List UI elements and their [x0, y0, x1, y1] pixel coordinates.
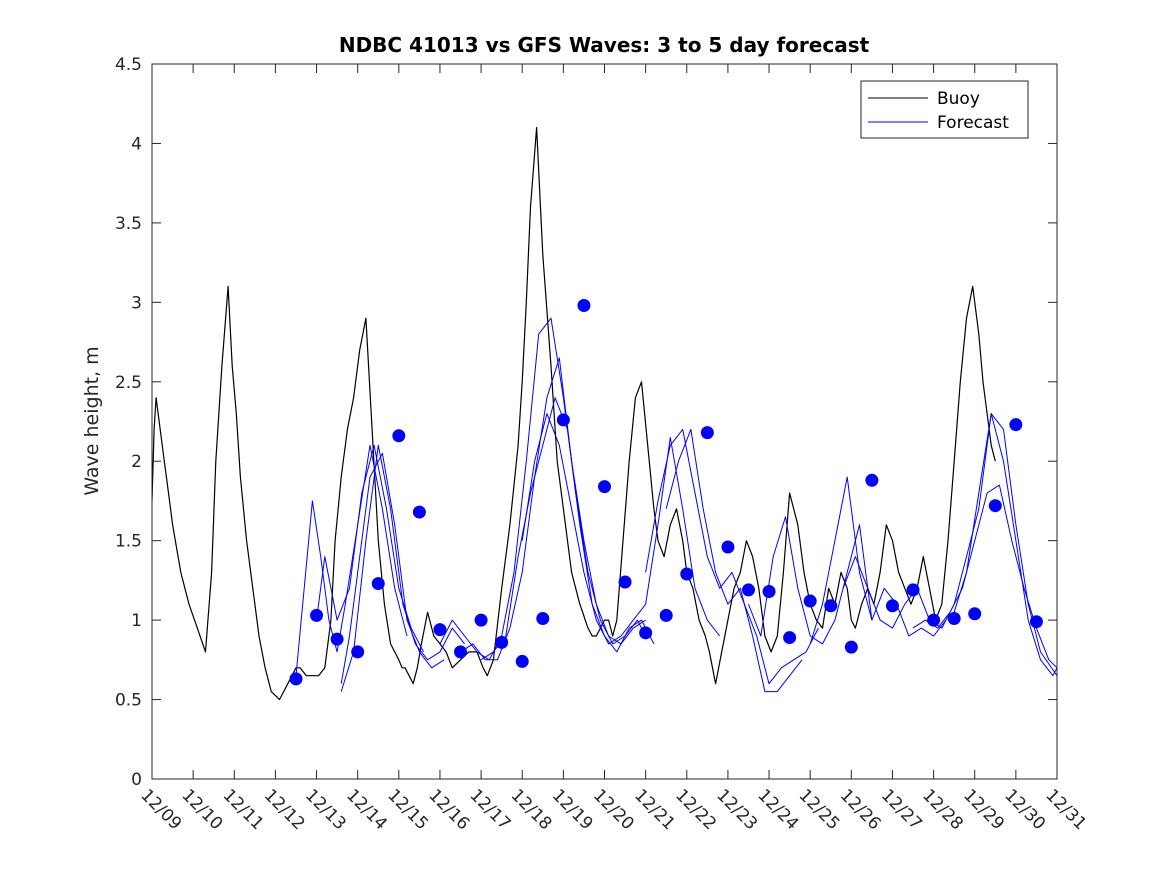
legend-forecast-label: Forecast: [937, 113, 1009, 133]
forecast-point-marker: [289, 672, 303, 686]
y-tick-label: 0: [131, 770, 142, 790]
y-axis-label: Wave height, m: [81, 346, 103, 495]
forecast-series-line: [748, 516, 873, 645]
series-layer: [152, 127, 1057, 701]
y-tick-label: 2: [131, 452, 142, 472]
forecast-point-marker: [947, 612, 961, 626]
forecast-point-marker: [351, 645, 365, 659]
forecast-point-marker: [536, 612, 550, 626]
forecast-series-line: [665, 428, 803, 693]
forecast-point-marker: [762, 585, 776, 599]
forecast-point-marker: [495, 635, 509, 649]
forecast-point-marker: [433, 623, 447, 637]
forecast-point-marker: [371, 577, 385, 591]
forecast-series-line: [809, 476, 947, 645]
forecast-point-marker: [659, 608, 673, 622]
forecast-point-marker: [803, 594, 817, 608]
forecast-point-marker: [412, 505, 426, 519]
forecast-point-marker: [1029, 615, 1043, 629]
forecast-point-marker: [885, 599, 899, 613]
forecast-series-line: [953, 413, 1057, 677]
legend-box: [860, 80, 1029, 139]
forecast-series-line: [340, 452, 445, 684]
forecast-point-marker: [639, 626, 653, 640]
y-tick-label: 3: [131, 293, 142, 313]
y-tick-label: 2.5: [115, 373, 142, 393]
y-tick-label: 1.5: [115, 532, 142, 552]
forecast-point-marker: [865, 473, 879, 487]
forecast-point-marker: [330, 632, 344, 646]
forecast-point-marker: [927, 613, 941, 627]
forecast-point-marker: [988, 499, 1002, 513]
forecast-point-marker: [454, 645, 468, 659]
forecast-point-marker: [783, 631, 797, 645]
plot-background: [152, 64, 1057, 779]
y-tick-label: 4: [131, 134, 142, 154]
forecast-series-line: [295, 444, 408, 676]
legend-buoy-label: Buoy: [937, 89, 980, 109]
forecast-series-line: [645, 428, 819, 685]
forecast-point-marker: [310, 608, 324, 622]
forecast-point-marker: [577, 299, 591, 313]
y-tick-label: 4.5: [115, 55, 142, 75]
forecast-point-marker: [906, 583, 920, 597]
forecast-point-marker: [968, 607, 982, 621]
forecast-point-marker: [556, 413, 570, 427]
forecast-point-marker: [392, 429, 406, 443]
forecast-point-marker: [721, 540, 735, 554]
forecast-point-marker: [700, 426, 714, 440]
y-tick-label: 3.5: [115, 214, 142, 234]
chart-title: NDBC 41013 vs GFS Waves: 3 to 5 day fore…: [339, 33, 870, 57]
y-tick-label: 0.5: [115, 691, 142, 711]
legend: Buoy Forecast: [860, 80, 1029, 139]
forecast-point-marker: [824, 599, 838, 613]
buoy-series-line: [152, 127, 996, 701]
forecast-series-line: [340, 444, 465, 692]
plot-area: [151, 63, 1058, 780]
y-tick-label: 1: [131, 611, 142, 631]
forecast-point-marker: [598, 480, 611, 494]
marker-layer: [289, 299, 1043, 686]
forecast-series-line: [842, 413, 1057, 676]
forecast-point-marker: [680, 567, 694, 581]
forecast-series-line: [439, 317, 647, 661]
forecast-series-line: [521, 413, 721, 645]
forecast-point-marker: [618, 575, 632, 589]
forecast-point-marker: [844, 640, 858, 654]
forecast-point-marker: [515, 654, 529, 668]
forecast-point-marker: [741, 583, 755, 597]
forecast-series-line: [480, 397, 655, 661]
forecast-point-marker: [1009, 418, 1023, 432]
forecast-point-marker: [474, 613, 488, 627]
